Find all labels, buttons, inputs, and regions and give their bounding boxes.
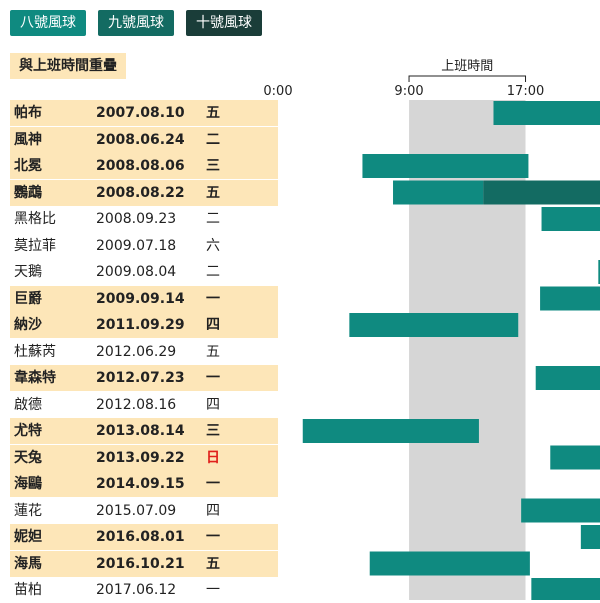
legend-signal-10: 十號風球 <box>186 10 262 36</box>
table-row <box>10 524 278 550</box>
table-row <box>10 126 278 153</box>
weekday: 一 <box>206 370 220 386</box>
weekday: 二 <box>206 211 220 227</box>
table-row <box>10 418 278 444</box>
signal-date: 2017.06.12 <box>96 582 177 598</box>
office-hours-bracket <box>408 75 527 82</box>
weekday: 五 <box>206 343 220 360</box>
table-row <box>10 312 278 338</box>
weekday: 五 <box>206 105 220 121</box>
signal-bar <box>493 101 600 125</box>
legend-signal-9: 九號風球 <box>98 10 174 36</box>
weekday: 三 <box>206 423 220 439</box>
signal-date: 2013.09.22 <box>96 449 185 466</box>
typhoon-name: 妮妲 <box>14 529 42 545</box>
signal-bar <box>540 286 600 311</box>
weekday: 二 <box>206 264 220 280</box>
signal-date: 2008.06.24 <box>96 131 185 148</box>
signal-bar <box>521 498 600 523</box>
legend-signal-8: 八號風球 <box>10 10 86 36</box>
typhoon-name: 尤特 <box>14 423 42 439</box>
typhoon-name: 天鵝 <box>14 264 42 280</box>
weekday: 五 <box>206 555 220 572</box>
weekday: 六 <box>206 237 220 254</box>
signal-bar <box>541 207 600 231</box>
signal-date: 2008.08.22 <box>96 184 185 201</box>
weekday: 四 <box>206 396 220 413</box>
signal-bar <box>531 578 600 600</box>
table-row <box>10 444 278 471</box>
signal-date: 2007.08.10 <box>96 105 185 121</box>
typhoon-name: 蓮花 <box>14 502 42 519</box>
signal-bar <box>369 551 530 576</box>
legend: 八號風球 九號風球 十號風球 <box>10 10 262 36</box>
table-row <box>10 550 278 577</box>
weekday: 四 <box>206 502 220 519</box>
weekday: 一 <box>206 529 220 545</box>
signal-date: 2008.09.23 <box>96 211 177 227</box>
signal-date: 2009.07.18 <box>96 237 177 254</box>
signal-date: 2014.09.15 <box>96 476 185 492</box>
weekday: 一 <box>206 476 220 492</box>
typhoon-name: 啟德 <box>14 396 42 413</box>
table-row <box>10 285 278 312</box>
table-row <box>10 365 278 391</box>
typhoon-name: 巨爵 <box>14 290 42 307</box>
signal-bar <box>580 525 600 549</box>
signal-bar <box>393 180 484 205</box>
signal-bar <box>550 445 600 470</box>
weekday: 五 <box>206 184 220 201</box>
signal-date: 2015.07.09 <box>96 502 177 519</box>
table-row <box>10 471 278 497</box>
signal-date: 2013.08.14 <box>96 423 185 439</box>
office-hours-label: 上班時間 <box>441 59 494 74</box>
signal-bar <box>302 419 479 443</box>
typhoon-name: 海馬 <box>14 555 42 572</box>
axis-tick-label: 9:00 <box>394 84 424 99</box>
signal-bar <box>598 260 600 284</box>
table-row <box>10 153 278 179</box>
typhoon-name: 黑格比 <box>14 211 56 227</box>
axis-tick-label: 0:00 <box>263 84 293 99</box>
signal-bar <box>362 154 529 178</box>
typhoon-name: 莫拉菲 <box>14 237 56 254</box>
signal-date: 2012.08.16 <box>96 396 177 413</box>
signal-date: 2011.09.29 <box>96 317 185 333</box>
table-row <box>10 100 278 126</box>
typhoon-name: 風神 <box>14 131 42 148</box>
typhoon-name: 天兔 <box>14 449 42 466</box>
typhoon-name: 海鷗 <box>14 476 42 492</box>
overlap-legend-tag: 與上班時間重疊 <box>10 53 126 79</box>
weekday: 三 <box>206 158 220 174</box>
weekday: 四 <box>206 317 220 333</box>
typhoon-name: 韋森特 <box>14 370 56 386</box>
typhoon-name: 帕布 <box>14 105 42 121</box>
signal-date: 2012.06.29 <box>96 343 177 360</box>
signal-date: 2009.09.14 <box>96 290 185 307</box>
signal-date: 2012.07.23 <box>96 370 185 386</box>
signal-bar <box>483 180 600 205</box>
weekday: 一 <box>206 582 220 598</box>
signal-date: 2008.08.06 <box>96 158 185 174</box>
typhoon-name: 納沙 <box>14 317 42 333</box>
typhoon-name: 苗柏 <box>14 582 42 598</box>
signal-bar <box>535 366 600 390</box>
axis-tick-label: 17:00 <box>506 84 545 99</box>
typhoon-name: 鸚鵡 <box>14 184 42 201</box>
signal-bar <box>349 313 519 337</box>
signal-date: 2009.08.04 <box>96 264 177 280</box>
table-row <box>10 179 278 206</box>
typhoon-name: 北冕 <box>14 158 42 174</box>
signal-date: 2016.08.01 <box>96 529 185 545</box>
typhoon-name: 杜蘇芮 <box>14 343 56 360</box>
weekday: 二 <box>206 131 220 148</box>
signal-date: 2016.10.21 <box>96 555 185 572</box>
weekday: 一 <box>206 290 220 307</box>
weekday: 日 <box>206 449 220 466</box>
